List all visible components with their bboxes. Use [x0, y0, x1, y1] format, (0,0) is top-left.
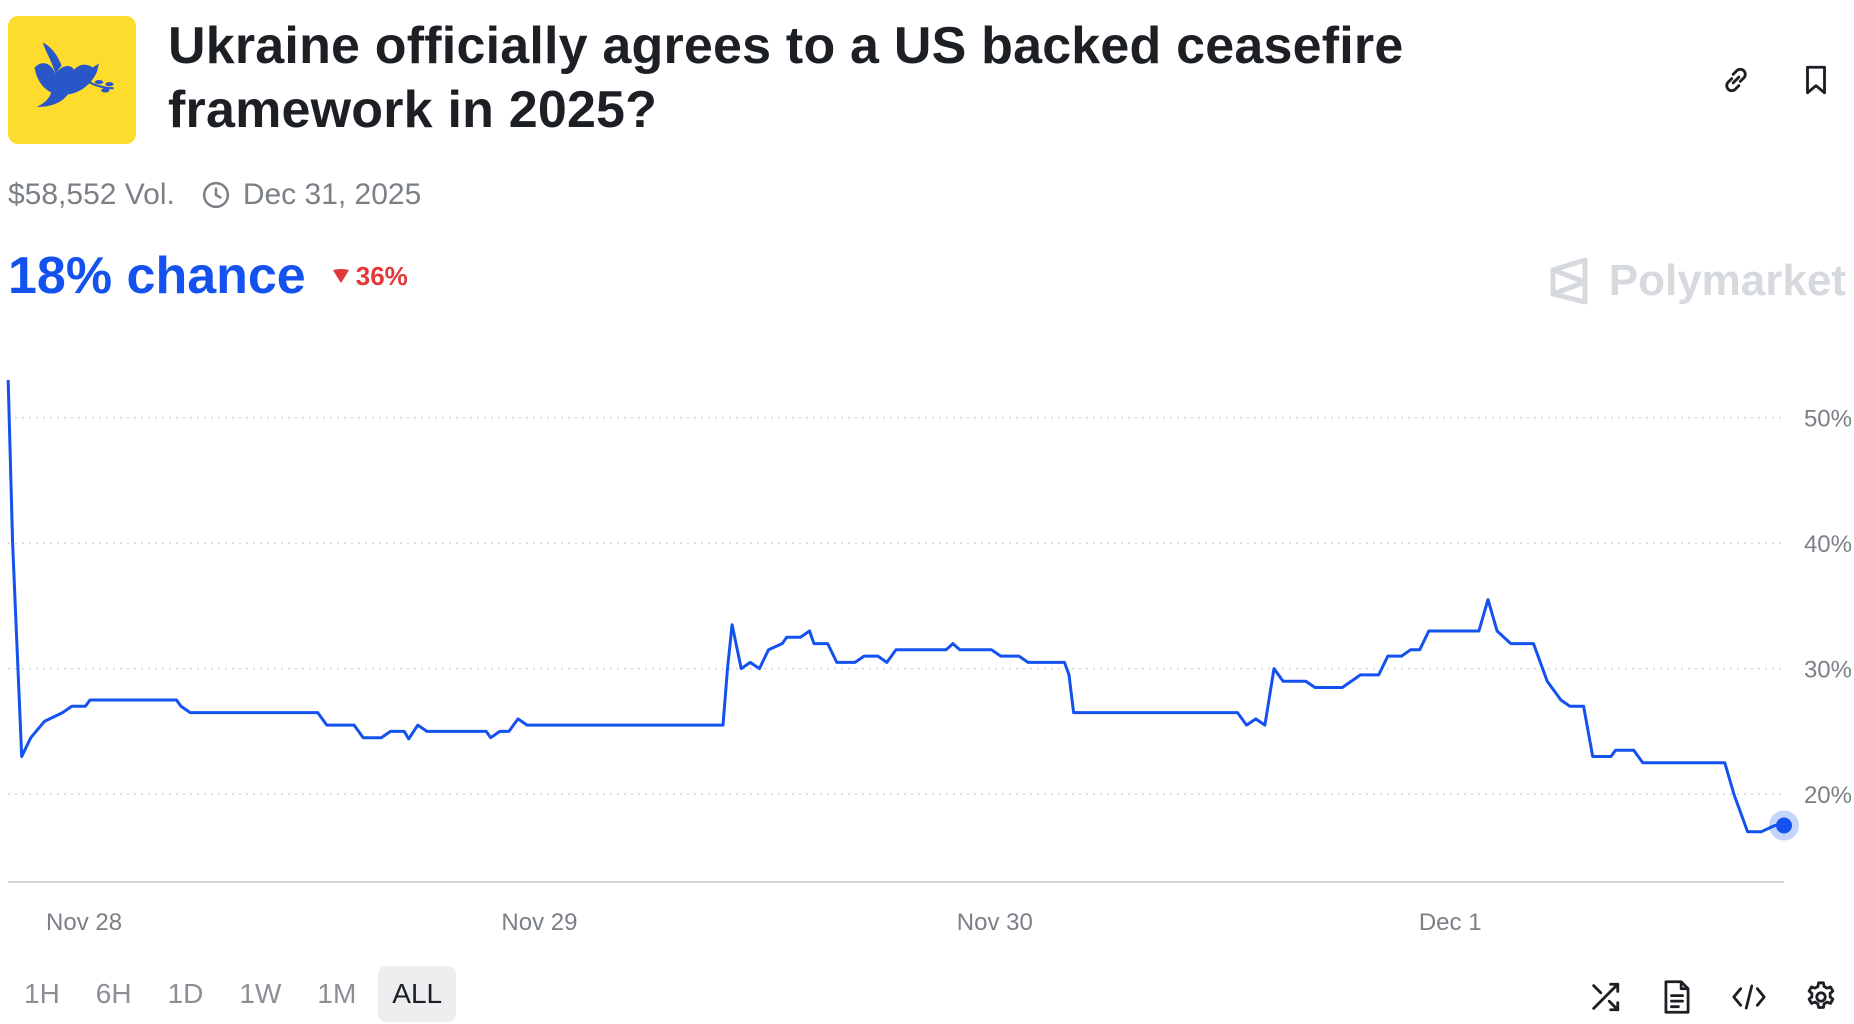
dove-icon [34, 42, 114, 108]
link-icon[interactable] [1716, 60, 1756, 100]
range-1h[interactable]: 1H [24, 978, 60, 1009]
series-line [6, 380, 1784, 834]
bookmark-icon[interactable] [1796, 60, 1836, 100]
range-1d[interactable]: 1D [167, 978, 204, 1009]
polymarket-logo-icon [1550, 257, 1588, 305]
settings-icon[interactable] [1800, 976, 1842, 1018]
range-1w[interactable]: 1W [239, 978, 282, 1009]
chart-gridlines [8, 416, 1784, 795]
chance-row: 18% chance 36% [8, 246, 408, 306]
x-tick-label: Nov 29 [501, 909, 577, 936]
price-chart: 20% 30% 40% 50% Nov 28 Nov 29 Nov 30 Dec 1 [6, 380, 1852, 936]
x-tick-label: Nov 28 [46, 909, 122, 936]
range-1m[interactable]: 1M [317, 978, 357, 1009]
y-tick-label: 20% [1804, 782, 1852, 809]
range-all[interactable]: ALL [378, 966, 457, 1022]
polymarket-brand: Polymarket [1547, 256, 1846, 306]
chart-tools [1584, 976, 1842, 1018]
x-tick-label: Nov 30 [957, 909, 1033, 936]
brand-name: Polymarket [1608, 256, 1846, 305]
time-range-selector: 1H 6H 1D 1W 1M ALL [10, 966, 457, 1022]
document-icon[interactable] [1656, 976, 1698, 1018]
chance-value: 18% chance [8, 247, 306, 305]
volume-text: $58,552 Vol. [8, 178, 175, 211]
x-axis: Nov 28 Nov 29 Nov 30 Dec 1 [46, 909, 1482, 936]
clock-icon [201, 180, 231, 210]
market-logo [8, 16, 136, 144]
shuffle-icon[interactable] [1584, 976, 1626, 1018]
range-6h[interactable]: 6H [95, 978, 132, 1009]
caret-down-icon [332, 269, 349, 283]
end-date: Dec 31, 2025 [242, 178, 422, 211]
y-tick-label: 50% [1804, 406, 1852, 433]
x-tick-label: Dec 1 [1419, 909, 1482, 936]
current-point[interactable] [1776, 817, 1792, 834]
change-value: 36% [355, 260, 408, 291]
y-tick-label: 40% [1804, 531, 1852, 558]
market-title: Ukraine officially agrees to a US backed… [168, 17, 1404, 139]
header-actions [1716, 60, 1836, 100]
code-icon[interactable] [1728, 976, 1770, 1018]
change-badge: 36% [332, 261, 408, 292]
market-meta: $58,552 Vol. Dec 31, 2025 [8, 178, 421, 212]
y-tick-label: 30% [1804, 657, 1852, 684]
y-axis: 20% 30% 40% 50% [1804, 406, 1852, 810]
